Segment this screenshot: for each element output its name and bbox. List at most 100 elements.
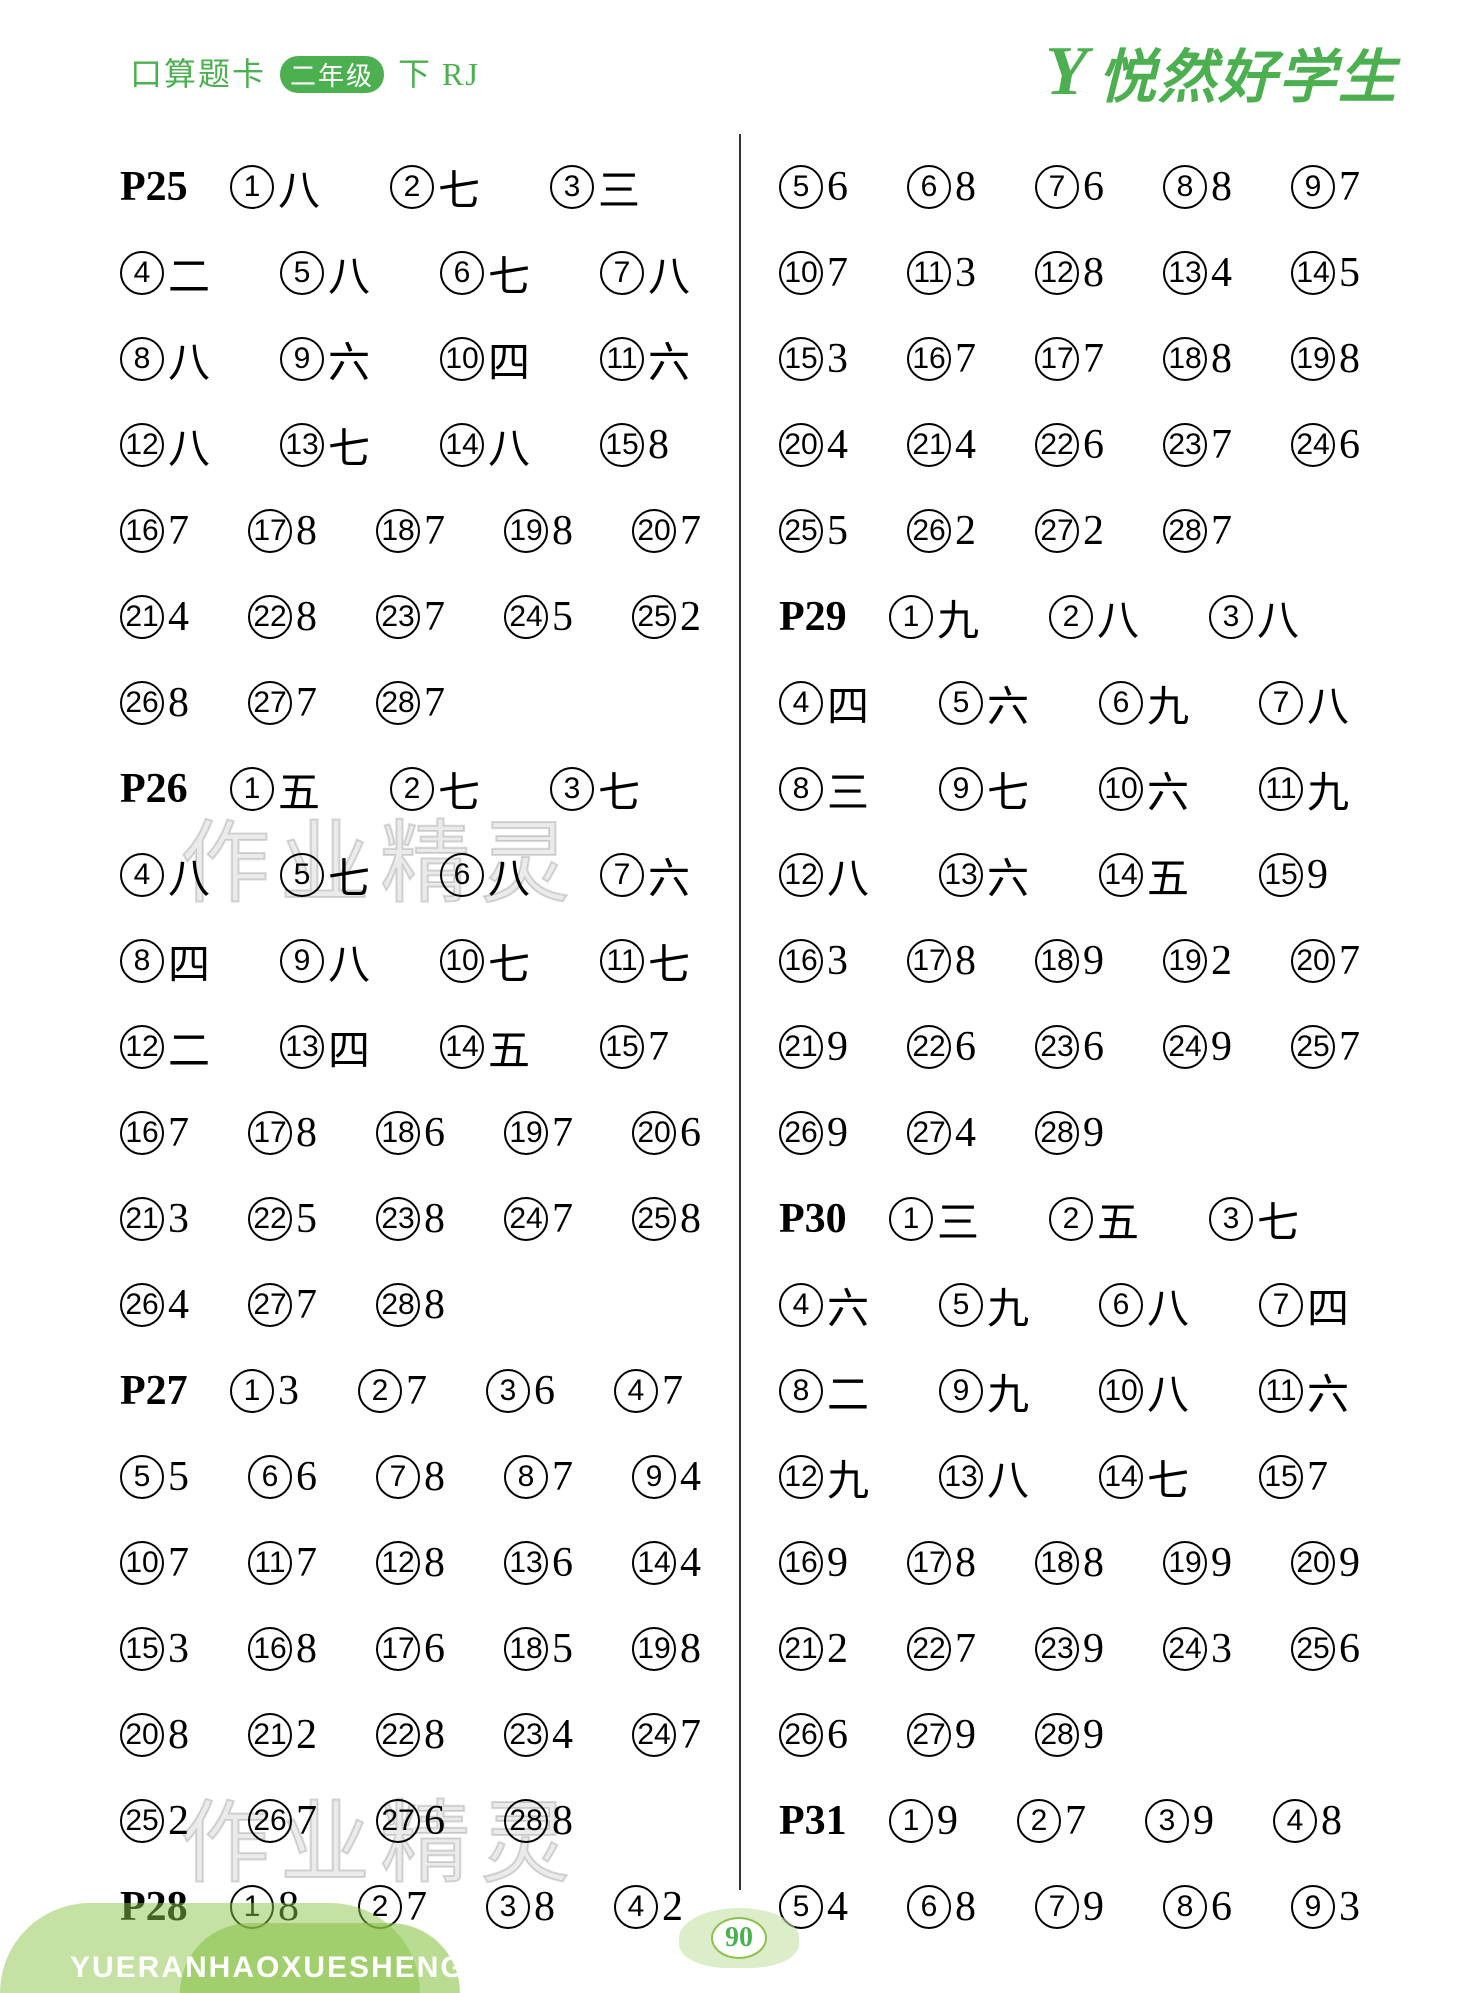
page-label: P29: [779, 593, 879, 641]
answer-item: 2七: [390, 157, 540, 218]
answer-value: 6: [1339, 421, 1360, 469]
answer-value: 八: [168, 415, 210, 476]
answer-item: 178: [907, 937, 1025, 985]
answer-item: 1三: [889, 1189, 1039, 1250]
answer-item: 68: [907, 163, 1025, 211]
answer-item: 199: [1163, 1539, 1281, 1587]
answer-item: 214: [907, 421, 1025, 469]
answer-value: 3: [955, 249, 976, 297]
answer-value: 7: [1339, 1023, 1360, 1071]
answer-item: 269: [779, 1109, 897, 1157]
answer-row: P3119273948: [779, 1778, 1398, 1864]
answer-item: 225: [248, 1195, 366, 1243]
answer-value: 6: [827, 163, 848, 211]
question-number: 11: [1259, 1369, 1303, 1413]
question-number: 4: [120, 251, 164, 295]
answer-item: 12八: [120, 415, 270, 476]
answer-item: 167: [120, 1109, 238, 1157]
question-number: 11: [907, 251, 951, 295]
answer-value: 二: [168, 243, 210, 304]
question-number: 9: [939, 1369, 983, 1413]
answer-value: 七: [987, 759, 1029, 820]
answer-item: 11六: [1259, 1361, 1409, 1422]
answer-item: 14五: [440, 1017, 590, 1078]
answer-value: 六: [1147, 759, 1189, 820]
question-number: 15: [120, 1627, 164, 1671]
answer-item: 186: [376, 1109, 494, 1157]
question-number: 22: [248, 1197, 292, 1241]
page-label: P31: [779, 1797, 879, 1845]
answer-value: 8: [1083, 1539, 1104, 1587]
question-number: 18: [504, 1627, 548, 1671]
question-number: 14: [1291, 251, 1335, 295]
answer-value: 8: [424, 1281, 445, 1329]
answer-item: 157: [600, 1023, 750, 1071]
page-number-wrap: 90: [679, 1903, 799, 1973]
column-divider: [739, 134, 741, 1890]
answer-item: 5八: [280, 243, 430, 304]
question-number: 16: [120, 509, 164, 553]
answer-value: 七: [598, 759, 640, 820]
question-number: 3: [486, 1369, 530, 1413]
answer-item: 4二: [120, 243, 270, 304]
question-number: 24: [1163, 1627, 1207, 1671]
answer-value: 5: [168, 1453, 189, 1501]
answer-value: 七: [488, 243, 530, 304]
answer-item: 6九: [1099, 673, 1249, 734]
answer-value: 八: [328, 931, 370, 992]
answer-value: 四: [328, 1017, 370, 1078]
answer-item: 5七: [280, 845, 430, 906]
question-number: 15: [600, 423, 644, 467]
answer-item: 256: [1291, 1625, 1409, 1673]
answer-item: 4六: [779, 1275, 929, 1336]
question-number: 5: [120, 1455, 164, 1499]
question-number: 22: [376, 1713, 420, 1757]
answer-item: 3三: [550, 157, 700, 218]
question-number: 28: [504, 1799, 548, 1843]
question-number: 13: [1163, 251, 1207, 295]
answer-value: 7: [168, 1539, 189, 1587]
answer-item: 288: [504, 1797, 622, 1845]
answer-value: 7: [406, 1367, 427, 1415]
question-number: 3: [1209, 595, 1253, 639]
answer-value: 8: [1211, 163, 1232, 211]
answer-value: 八: [648, 243, 690, 304]
answer-item: 228: [376, 1711, 494, 1759]
answer-item: 212: [779, 1625, 897, 1673]
answer-item: 188: [1035, 1539, 1153, 1587]
question-number: 14: [1099, 1455, 1143, 1499]
answer-value: 9: [827, 1539, 848, 1587]
answer-value: 六: [328, 329, 370, 390]
answer-item: 39: [1145, 1797, 1263, 1845]
answer-item: 208: [120, 1711, 238, 1759]
answer-value: 8: [296, 1109, 317, 1157]
answer-value: 9: [1083, 1109, 1104, 1157]
answer-item: 264: [120, 1281, 238, 1329]
answer-value: 6: [1083, 421, 1104, 469]
answer-item: 226: [1035, 421, 1153, 469]
answer-value: 8: [648, 421, 669, 469]
answer-item: 3八: [1209, 587, 1359, 648]
answer-item: 87: [504, 1453, 622, 1501]
answer-item: 212: [248, 1711, 366, 1759]
answer-value: 二: [827, 1361, 869, 1422]
answer-value: 七: [328, 845, 370, 906]
left-column: P251八2七3三4二5八6七7八8八9六10四11六12八13七14八1581…: [100, 144, 759, 1950]
question-number: 16: [248, 1627, 292, 1671]
answer-row: 219226236249257: [779, 1004, 1398, 1090]
answer-item: 2七: [390, 759, 540, 820]
answer-item: 246: [1291, 421, 1409, 469]
question-number: 22: [907, 1627, 951, 1671]
question-number: 9: [280, 337, 324, 381]
answer-value: 六: [648, 329, 690, 390]
answer-value: 六: [648, 845, 690, 906]
answer-item: 169: [779, 1539, 897, 1587]
answer-row: 208212228234247: [120, 1692, 739, 1778]
answer-row: P291九2八3八: [779, 574, 1398, 660]
answer-row: 214228237245252: [120, 574, 739, 660]
answer-row: 167178187198207: [120, 488, 739, 574]
question-number: 27: [907, 1713, 951, 1757]
answer-item: 128: [376, 1539, 494, 1587]
answer-item: 3七: [1209, 1189, 1359, 1250]
answer-value: 2: [827, 1625, 848, 1673]
